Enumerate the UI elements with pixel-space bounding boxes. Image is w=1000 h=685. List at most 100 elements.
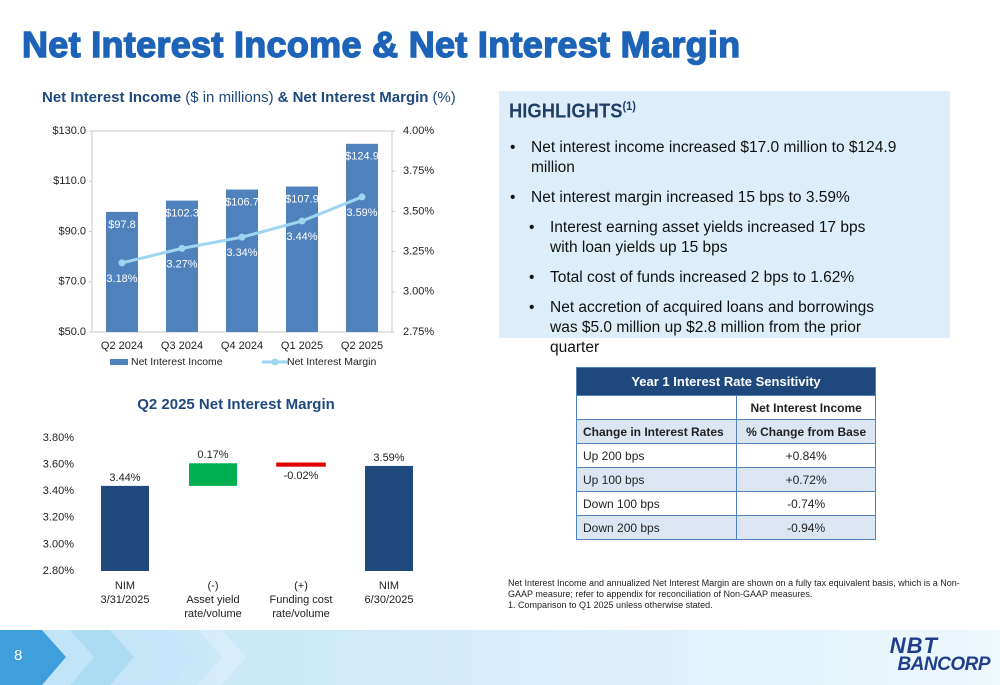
chevron: [198, 630, 246, 685]
page-number: 8: [14, 647, 23, 664]
value-label: -0.02%: [284, 470, 319, 482]
highlight-bullet: Net interest margin increased 15 bps to …: [510, 188, 941, 208]
slide-title: Net Interest Income & Net Interest Margi…: [21, 23, 741, 65]
title-part: Net Interest Income: [42, 89, 182, 106]
legend-swatch: [271, 358, 279, 366]
line-value-label: 3.34%: [226, 247, 257, 259]
legend-label: Net Interest Income: [131, 356, 223, 368]
x-tick-label: NIM 3/31/2025: [100, 580, 150, 606]
value-label: 0.17%: [197, 449, 228, 461]
x-tick-label: Q1 2025: [281, 340, 323, 352]
waterfall-bar: [189, 463, 237, 486]
x-tick-label: (+) Funding cost rate/volume: [269, 580, 333, 620]
chart-title: Net Interest Income ($ in millions) & Net …: [42, 89, 460, 106]
y2-tick-label: 3.75%: [403, 165, 434, 177]
y-tick-label: $90.0: [58, 225, 86, 237]
y2-tick-label: 4.00%: [403, 125, 434, 137]
table-title: Year 1 Interest Rate Sensitivity: [576, 367, 876, 396]
table-header: % Change from Base: [736, 419, 876, 444]
value-label: 3.59%: [373, 452, 404, 464]
bar: [346, 143, 378, 332]
y-tick-label: $70.0: [58, 276, 86, 288]
logo-part: NBT: [889, 633, 938, 658]
y-tick-label: 3.40%: [43, 485, 74, 497]
legend-swatch: [110, 359, 128, 365]
highlight-bullet: Interest earning asset yields increased …: [529, 218, 890, 258]
bar-value-label: $107.9: [285, 193, 319, 205]
title-part: (%): [432, 89, 456, 106]
page-chevron: [0, 630, 66, 685]
table-cell: -0.94%: [736, 515, 876, 540]
title-part: & Net Interest Margin: [277, 89, 429, 106]
bar-value-label: $102.3: [165, 208, 199, 220]
highlights-heading: HIGHLIGHTS: [509, 100, 623, 123]
logo-part: BANCORP: [897, 654, 990, 675]
bar: [226, 189, 258, 332]
value-label: 3.44%: [109, 472, 140, 484]
bar: [106, 211, 138, 332]
footnotes: Net Interest Income and annualized Net I…: [508, 578, 968, 611]
legend-label: Net Interest Margin: [287, 356, 376, 368]
y2-tick-label: 2.75%: [403, 326, 434, 338]
line-marker: [358, 193, 366, 201]
table-cell: +0.72%: [736, 467, 876, 492]
chevron: [138, 630, 194, 685]
bar: [286, 186, 318, 332]
table-cell: Down 200 bps: [575, 515, 738, 540]
table-cell: Up 100 bps: [575, 467, 738, 492]
title-part: ($ in millions): [185, 89, 274, 106]
table-row: Down 100 bps -0.74%: [575, 491, 876, 516]
y-tick-label: $50.0: [58, 326, 86, 338]
table-cell: [575, 395, 738, 420]
waterfall-bar: [365, 465, 413, 571]
footnote: Net Interest Income and annualized Net I…: [508, 578, 960, 599]
y-tick-label: $130.0: [52, 125, 86, 137]
highlight-bullet: Net interest income increased $17.0 mill…: [510, 138, 941, 178]
y-tick-label: 2.80%: [43, 565, 74, 577]
y-tick-label: 3.20%: [43, 512, 74, 524]
x-tick-label: NIM 6/30/2025: [364, 580, 414, 606]
x-tick-label: Q2 2024: [101, 340, 143, 352]
table-group-header: Net Interest Income: [736, 395, 876, 420]
x-tick-label: (-) Asset yield rate/volume: [184, 580, 242, 620]
waterfall-bar: [276, 462, 326, 467]
table-cell: Down 100 bps: [575, 491, 738, 516]
footnote-ref: (1): [622, 99, 636, 113]
line-marker: [178, 244, 186, 252]
bar-value-label: $97.8: [108, 219, 136, 231]
highlight-bullet: Total cost of funds increased 2 bps to 1…: [529, 268, 890, 288]
line-value-label: 3.59%: [346, 207, 377, 219]
y-tick-label: 3.00%: [43, 538, 74, 550]
y-tick-label: 3.80%: [43, 432, 74, 444]
bar-value-label: $106.7: [225, 196, 259, 208]
x-tick-label: Q2 2025: [341, 340, 383, 352]
waterfall-bar: [101, 485, 149, 571]
bar-value-label: $124.9: [345, 151, 379, 163]
line-value-label: 3.18%: [106, 273, 137, 285]
table-cell: -0.74%: [736, 491, 876, 516]
line-value-label: 3.27%: [166, 258, 197, 270]
table-row: Down 200 bps -0.94%: [575, 515, 876, 540]
line-marker: [238, 233, 246, 241]
chevron: [70, 630, 134, 685]
footnote: 1. Comparison to Q1 2025 unless otherwis…: [508, 600, 713, 610]
table-header: Change in Interest Rates: [575, 419, 738, 444]
highlights-box: HIGHLIGHTS(1) Net interest income increa…: [499, 91, 950, 356]
line-marker: [118, 259, 126, 267]
line-marker: [298, 217, 306, 225]
table-row: Up 200 bps +0.84%: [575, 443, 876, 468]
chart-title: Q2 2025 Net Interest Margin: [137, 396, 335, 413]
highlight-bullet: Net accretion of acquired loans and borr…: [529, 298, 890, 358]
y2-tick-label: 3.00%: [403, 286, 434, 298]
table-row: Up 100 bps +0.72%: [575, 467, 876, 492]
x-tick-label: Q3 2024: [161, 340, 203, 352]
sensitivity-table: Year 1 Interest Rate Sensitivity Net Int…: [575, 367, 876, 540]
logo: NBT BANCORP: [872, 633, 991, 675]
highlights-title: HIGHLIGHTS(1): [509, 99, 636, 124]
table-cell: +0.84%: [736, 443, 876, 468]
y-tick-label: 3.60%: [43, 459, 74, 471]
y-tick-label: $110.0: [53, 175, 86, 187]
line-value-label: 3.44%: [286, 231, 317, 243]
